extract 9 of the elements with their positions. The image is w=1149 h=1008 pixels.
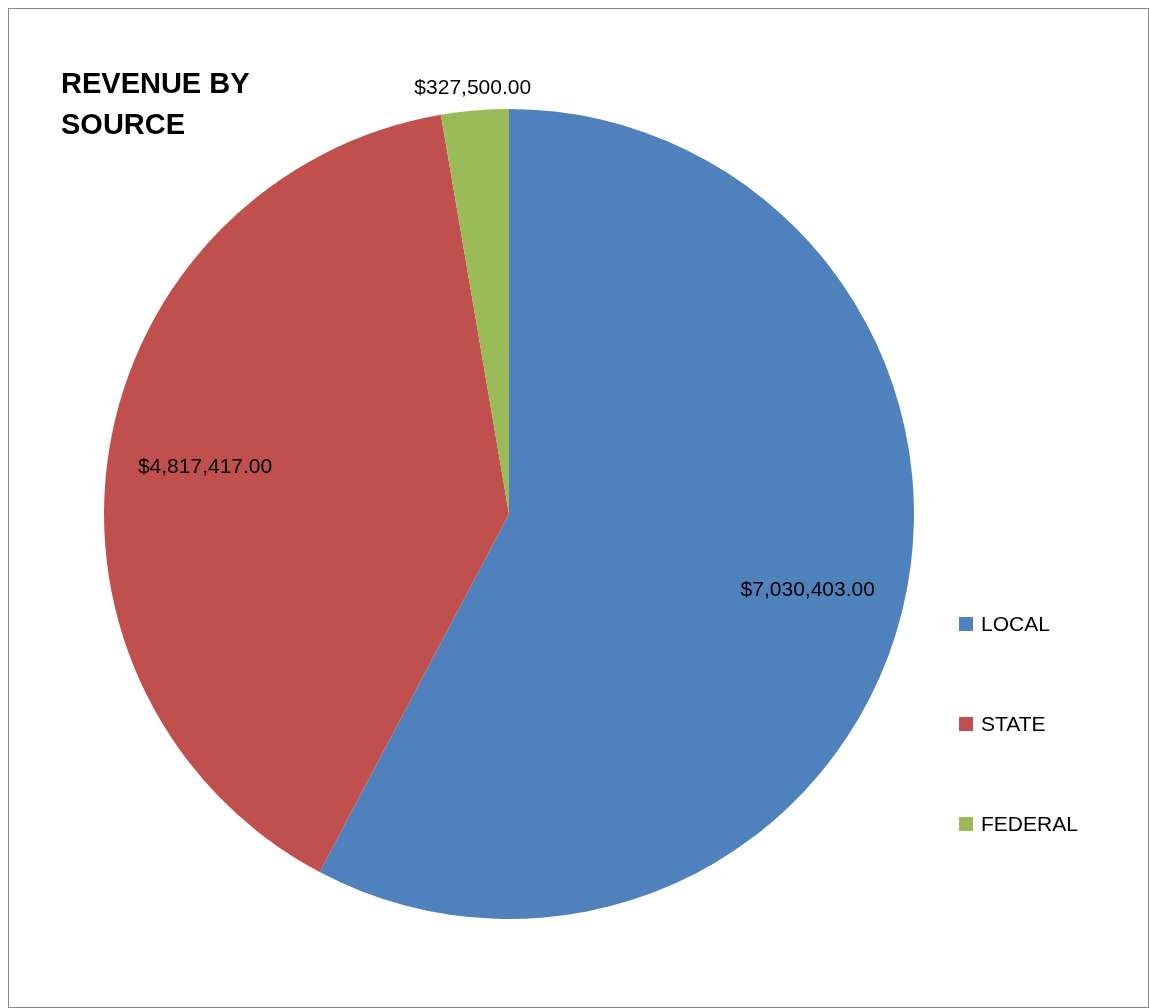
data-label: $4,817,417.00 xyxy=(137,453,273,477)
pie-slice xyxy=(440,109,509,514)
legend-label: FEDERAL xyxy=(981,812,1078,836)
data-label: $327,500.00 xyxy=(414,74,532,98)
pie-slice xyxy=(319,109,914,919)
data-label: $7,030,403.00 xyxy=(740,576,875,600)
legend-label: LOCAL xyxy=(981,612,1050,636)
legend-label: STATE xyxy=(981,712,1046,736)
chart-title: REVENUE BY SOURCE xyxy=(61,66,251,142)
